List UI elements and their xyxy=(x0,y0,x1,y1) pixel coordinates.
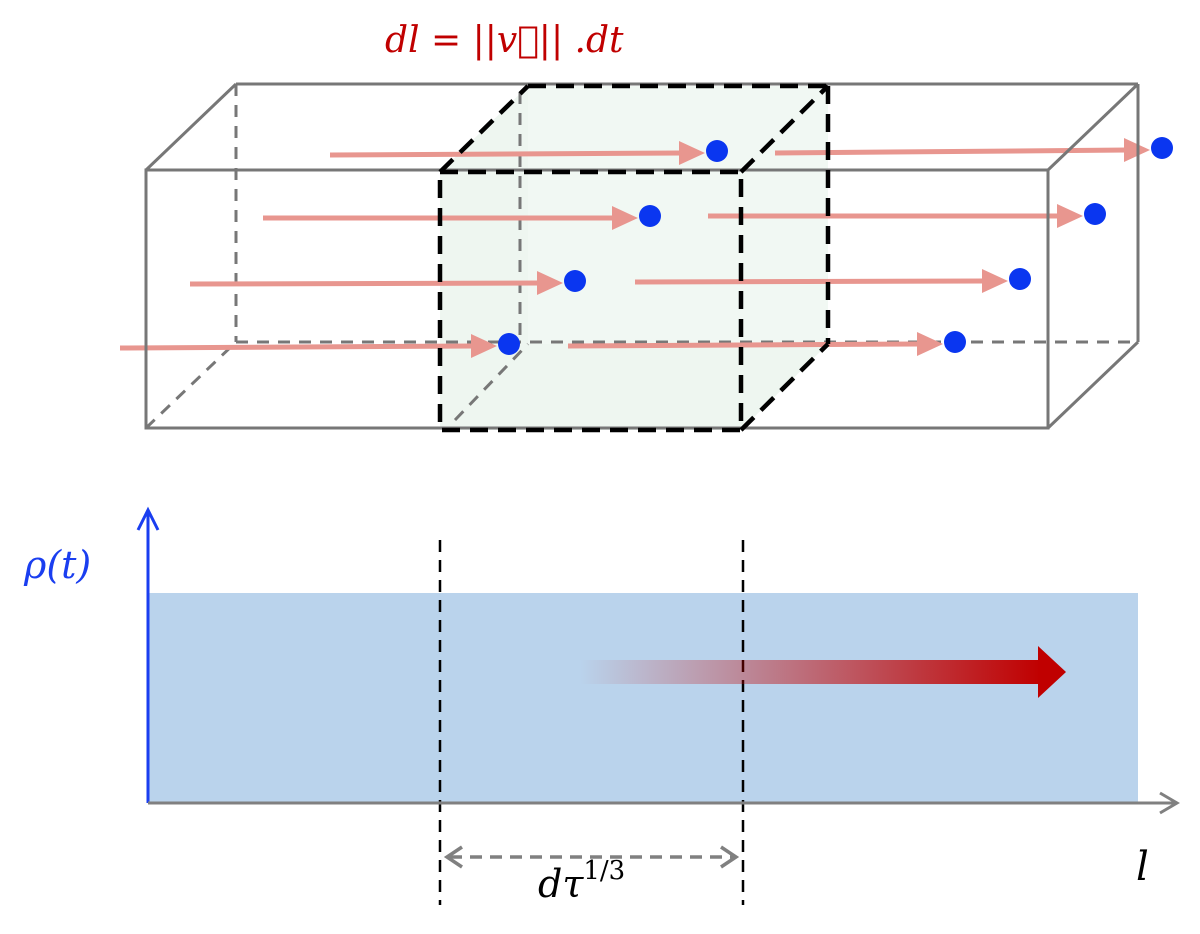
trajectory-arrowhead xyxy=(679,141,705,165)
x-axis xyxy=(148,791,1180,815)
particle-dot xyxy=(498,333,520,355)
density-area xyxy=(148,593,1138,803)
cell-boundaries xyxy=(438,540,745,905)
velocity-equation: dl = ||v⃗|| .dt xyxy=(385,20,624,61)
particle-dot xyxy=(1084,203,1106,225)
trajectory-arrowhead xyxy=(537,271,563,295)
length-axis-label: l xyxy=(1136,844,1149,890)
particle-trajectories xyxy=(119,137,1173,358)
trajectory-line xyxy=(119,343,476,351)
cell-width-dimension xyxy=(443,845,740,869)
tube-hidden-edges xyxy=(144,84,1138,430)
particle-dot xyxy=(944,331,966,353)
trajectory-arrowhead xyxy=(917,332,943,356)
particle-dot xyxy=(1151,137,1173,159)
trajectory-arrowhead xyxy=(612,206,638,230)
particle-dot xyxy=(706,140,728,162)
trajectory-arrowhead xyxy=(1057,204,1083,228)
trajectory-line xyxy=(567,341,922,349)
particle-dot xyxy=(1009,268,1031,290)
particle-dot xyxy=(639,205,661,227)
flow-arrow xyxy=(580,646,1066,698)
cell-width-label: dτ1/3 xyxy=(538,856,625,906)
particle-dot xyxy=(564,270,586,292)
volume-cell-edges xyxy=(437,83,831,433)
density-axis-label: ρ(t) xyxy=(23,543,91,587)
trajectory-arrowhead xyxy=(982,269,1008,293)
volume-cell xyxy=(440,86,828,430)
y-axis xyxy=(136,506,160,803)
trajectory-line xyxy=(634,278,987,285)
trajectory-line xyxy=(189,280,542,287)
trajectory-arrowhead xyxy=(471,334,497,358)
trajectory-line xyxy=(329,150,684,158)
